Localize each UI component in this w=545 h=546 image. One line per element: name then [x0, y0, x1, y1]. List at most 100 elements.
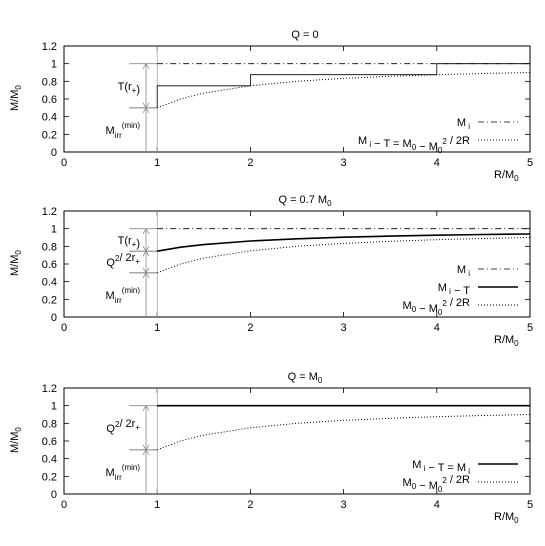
x-tick-label: 0	[61, 322, 67, 334]
series-line-2	[157, 233, 531, 252]
annotation-label: Mirr(min)	[106, 463, 141, 482]
y-tick-label: 0.6	[42, 94, 57, 106]
bracket-arrow	[145, 267, 150, 274]
bracket-arrow	[142, 405, 147, 411]
x-tick-label: 1	[154, 499, 160, 511]
charts-container: Q = 0 0 0.2 0.4 0.6 0.8 1 1.2 0 1 2 3 4 5 M/M0 R/M0 T(r+…	[9, 29, 533, 525]
x-tick-label: 4	[434, 322, 440, 334]
legend-label: M0 − M02 / 2R	[403, 474, 471, 494]
bracket-arrow	[145, 444, 150, 451]
legend: M i M i − T = M0 − M02 / 2R	[358, 117, 518, 155]
y-axis-label-text: M/M0	[9, 250, 23, 276]
y-axis-label-text: M/M0	[9, 427, 23, 453]
y-tick-label: 1	[51, 59, 57, 71]
bracket-arrow	[145, 63, 150, 69]
y-tick-label: 0.2	[42, 294, 57, 306]
bracket-arrow	[145, 405, 150, 411]
x-axis-label: R/M0	[494, 169, 519, 183]
x-tick-label: 4	[434, 157, 440, 169]
x-tick-label: 0	[61, 157, 67, 169]
bracket-arrow	[142, 272, 147, 279]
chart-title: Q = 0.7 M0	[278, 194, 332, 208]
chart-panel-3: Q = M0 0 0.2 0.4 0.6 0.8 1 1.2 0 1 2 3 4 5 M/M0 R/M0 Q2/…	[9, 371, 533, 525]
chart-title: Q = M0	[288, 371, 323, 385]
y-tick-label: 0	[51, 489, 57, 501]
bracket-arrow	[142, 449, 147, 456]
x-axis-label: R/M0	[494, 334, 519, 348]
x-axis-label: R/M0	[494, 511, 519, 525]
bracket-arrow	[145, 228, 150, 234]
bracket-arrow	[142, 245, 147, 252]
x-tick-label: 4	[434, 499, 440, 511]
y-axis-label: M/M0	[9, 85, 23, 111]
annotation-bracket: Mirr(min)	[106, 272, 158, 317]
y-tick-label: 0.4	[42, 277, 57, 289]
chart-panel-1: Q = 0 0 0.2 0.4 0.6 0.8 1 1.2 0 1 2 3 4 5 M/M0 R/M0 T(r+…	[9, 29, 533, 183]
bracket-arrow	[145, 102, 150, 109]
y-tick-label: 0.4	[42, 112, 57, 124]
annotation-label: Q2/ 2r+	[106, 418, 140, 435]
legend: M i M i − TM0 − M02 / 2R	[403, 264, 518, 317]
legend-label: M i − T = M0 − M02 / 2R	[358, 135, 470, 155]
bracket-arrow	[142, 250, 147, 257]
annotation-bracket: T(r+)	[118, 63, 158, 109]
annotation-label: Q2/ 2r+	[106, 252, 140, 269]
x-tick-label: 2	[247, 322, 253, 334]
y-tick-label: 0.6	[42, 259, 57, 271]
x-tick-label: 2	[247, 157, 253, 169]
bracket-arrow	[145, 107, 150, 114]
bracket-arrow	[142, 63, 147, 69]
y-axis-label: M/M0	[9, 250, 23, 276]
y-tick-label: 0.8	[42, 76, 57, 88]
legend-label: M i	[457, 117, 470, 131]
chart-title: Q = 0	[291, 29, 318, 41]
legend-label: M i − T = M i	[412, 459, 470, 476]
bracket-arrow	[142, 228, 147, 234]
y-tick-label: 0	[51, 147, 57, 159]
bracket-arrow	[142, 107, 147, 114]
x-tick-label: 0	[61, 499, 67, 511]
y-tick-label: 1	[51, 224, 57, 236]
y-tick-label: 1.2	[42, 41, 57, 53]
y-axis-label: M/M0	[9, 427, 23, 453]
x-tick-label: 3	[341, 499, 347, 511]
series-line-2	[157, 414, 531, 451]
annotation-label: Mirr(min)	[106, 286, 141, 305]
series-line-3	[156, 63, 530, 108]
x-tick-label: 5	[527, 499, 533, 511]
legend-label: M0 − M02 / 2R	[403, 297, 471, 317]
y-tick-label: 1.2	[42, 383, 57, 395]
legend-label: M i	[457, 264, 470, 278]
y-tick-label: 0.8	[42, 241, 57, 253]
x-tick-label: 3	[341, 322, 347, 334]
annotation-label: Mirr(min)	[106, 121, 141, 140]
bracket-arrow	[142, 267, 147, 274]
y-tick-label: 0.6	[42, 436, 57, 448]
y-tick-label: 0	[51, 312, 57, 324]
y-tick-label: 0.2	[42, 129, 57, 141]
annotation-label: T(r+)	[118, 235, 140, 250]
legend-label: M i − T	[438, 282, 471, 297]
annotation-bracket: Mirr(min)	[106, 107, 158, 152]
series-line-3	[157, 237, 531, 274]
bracket-arrow	[145, 449, 150, 456]
annotation-bracket: T(r+)	[118, 228, 158, 252]
y-tick-label: 1.2	[42, 206, 57, 218]
series-line-2	[157, 72, 531, 109]
x-tick-label: 1	[154, 322, 160, 334]
y-tick-label: 1	[51, 401, 57, 413]
chart-panel-2: Q = 0.7 M0 0 0.2 0.4 0.6 0.8 1 1.2 0 1 2 3 4 5 M/M0 R/M…	[9, 194, 533, 348]
y-tick-label: 0.4	[42, 454, 57, 466]
x-tick-label: 5	[527, 157, 533, 169]
bracket-arrow	[145, 245, 150, 252]
x-tick-label: 1	[154, 157, 160, 169]
legend: M i − T = M iM0 − M02 / 2R	[403, 459, 518, 494]
x-tick-label: 3	[341, 157, 347, 169]
bracket-arrow	[145, 272, 150, 279]
x-tick-label: 5	[527, 322, 533, 334]
bracket-arrow	[142, 102, 147, 109]
y-tick-label: 0.2	[42, 471, 57, 483]
y-tick-label: 0.8	[42, 418, 57, 430]
x-tick-label: 2	[247, 499, 253, 511]
